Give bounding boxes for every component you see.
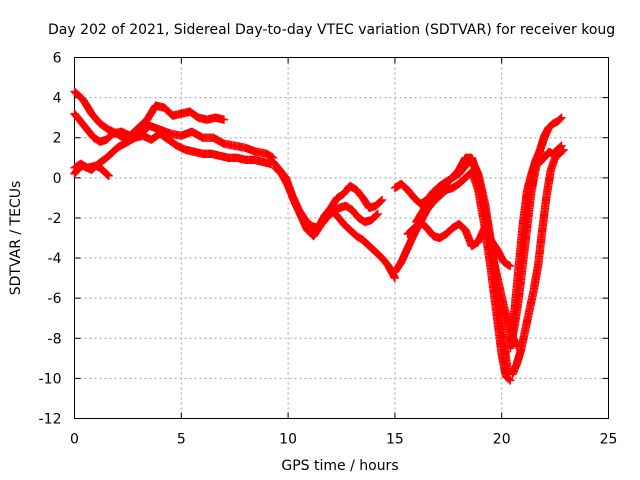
y-tick-label: -6: [48, 291, 62, 307]
y-tick-label: -10: [39, 371, 62, 387]
x-tick-label: 10: [279, 432, 297, 448]
x-axis-label: GPS time / hours: [281, 458, 398, 474]
x-tick-label: 5: [177, 432, 186, 448]
y-tick-label: -8: [48, 331, 62, 347]
y-axis-label: SDTVAR / TECUs: [8, 181, 24, 296]
y-tick-label: -2: [48, 211, 62, 227]
data-point-markers: [535, 141, 566, 166]
x-tick-label: 0: [70, 432, 79, 448]
x-tick-label: 25: [600, 432, 618, 448]
data-series-track-1: [70, 87, 276, 168]
y-tick-label: 2: [53, 131, 62, 147]
y-tick-label: 0: [53, 171, 62, 187]
x-tick-label: 20: [493, 432, 511, 448]
data-point-markers: [70, 87, 276, 168]
data-point-markers: [326, 205, 400, 283]
data-series-track-7: [326, 205, 400, 283]
y-tick-label: 6: [53, 51, 62, 67]
chart-title: Day 202 of 2021, Sidereal Day-to-day VTE…: [48, 22, 615, 38]
y-tick-label: -4: [48, 251, 62, 267]
plot-frame: [74, 57, 609, 419]
y-tick-label: -12: [39, 412, 62, 428]
data-series-track-13: [506, 123, 553, 353]
data-series-track-2: [70, 101, 229, 146]
data-point-markers: [412, 153, 521, 351]
axes: 0 5 10 15 20 25 -12 -10 -8 -6 -4 -2 0 2 4 6: [39, 51, 618, 448]
data-point-markers: [70, 101, 229, 146]
data-point-markers: [508, 145, 568, 379]
x-tick-label: 15: [386, 432, 404, 448]
plot-area: [70, 87, 568, 385]
data-point-markers: [506, 123, 553, 353]
data-point-markers: [70, 161, 113, 180]
y-tick-label: 4: [53, 91, 62, 107]
data-series-track-14: [508, 145, 568, 379]
data-series-track-4: [70, 161, 113, 180]
data-series-track-15: [535, 141, 566, 166]
data-series-track-11: [412, 153, 521, 351]
